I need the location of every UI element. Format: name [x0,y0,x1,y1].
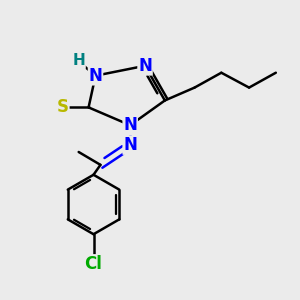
Text: N: N [123,116,137,134]
Text: N: N [88,67,102,85]
Text: S: S [57,98,69,116]
Text: Cl: Cl [85,255,103,273]
Text: H: H [72,53,85,68]
Text: N: N [138,57,152,75]
Text: N: N [123,136,137,154]
